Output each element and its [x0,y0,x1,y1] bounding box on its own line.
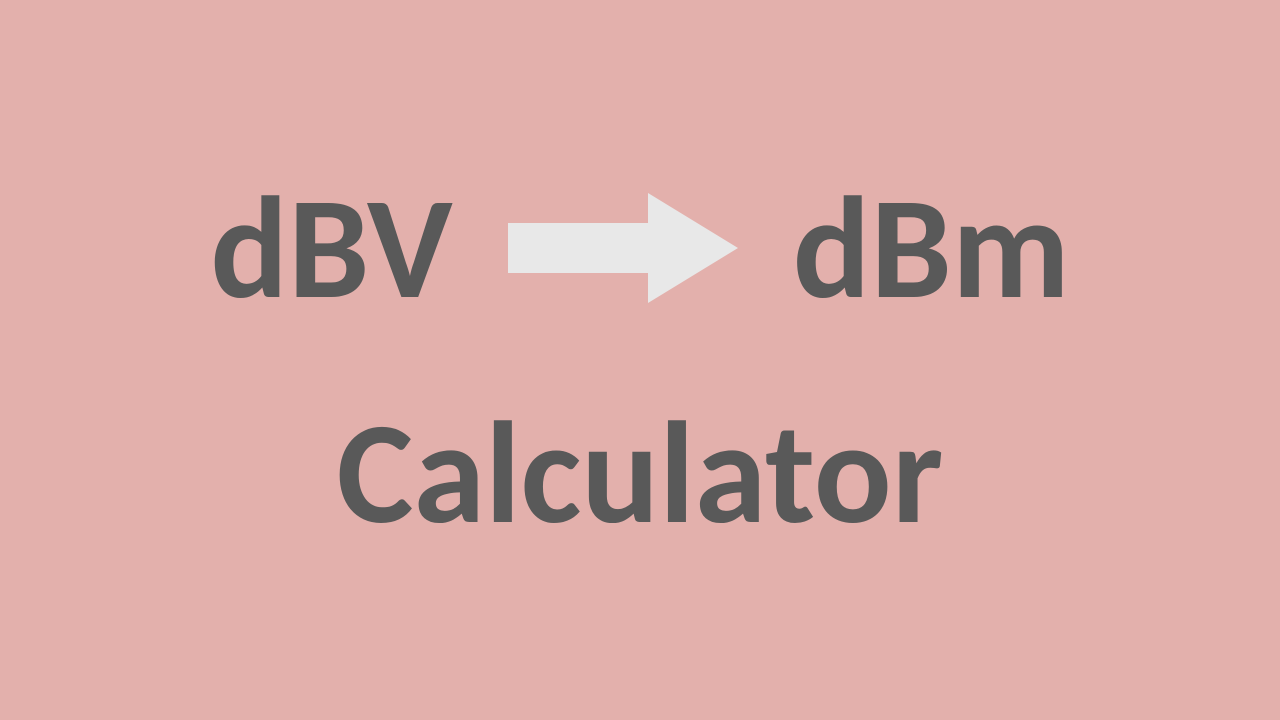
from-unit-text: dBV [210,175,452,320]
calculator-label: Calculator [337,400,944,545]
top-row: dBV dBm [210,175,1069,320]
arrow-right-icon [508,193,738,303]
infographic-container: dBV dBm Calculator [0,0,1280,720]
to-unit-text: dBm [793,175,1070,320]
